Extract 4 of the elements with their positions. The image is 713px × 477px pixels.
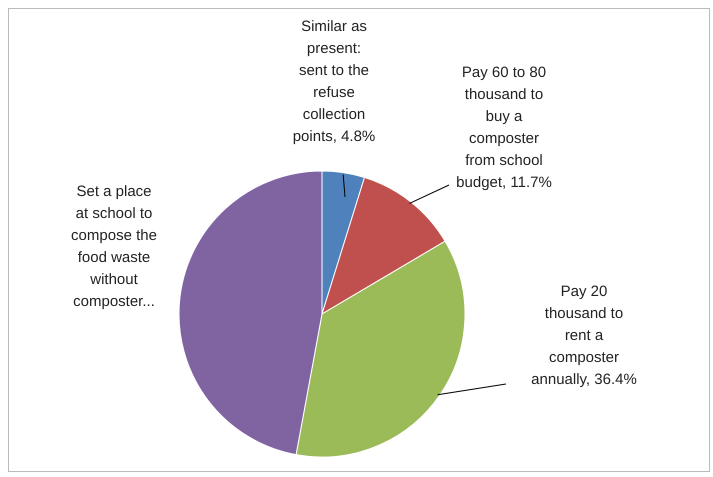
slice-label: Pay 20 thousand to rent a composter annually, 36.4% xyxy=(531,283,637,388)
slice-label: Set a place at school to compose the food waste without composter... xyxy=(71,183,157,310)
slice-label: Similar as present: sent to the refuse collection points, 4.8% xyxy=(292,18,376,145)
slice-label: Pay 60 to 80 thousand to buy a composter from school budget, 11.7% xyxy=(456,64,552,191)
